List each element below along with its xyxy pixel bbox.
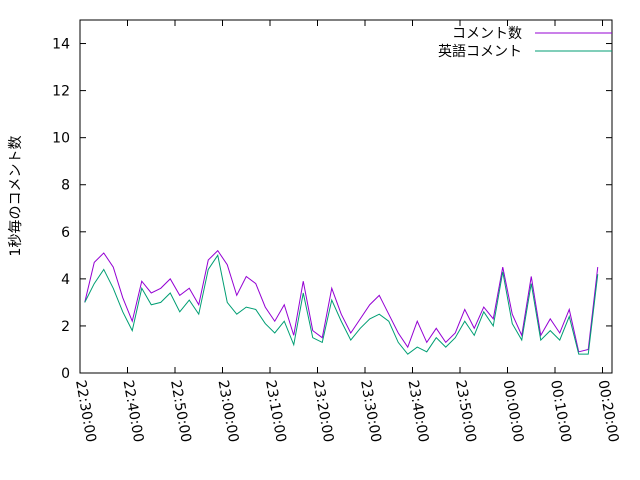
x-tick-label: 00:10:00 xyxy=(547,379,574,444)
y-tick-label: 0 xyxy=(61,366,70,382)
x-tick-label: 23:10:00 xyxy=(262,379,289,444)
x-tick-label: 23:00:00 xyxy=(215,379,242,444)
x-tick-label: 22:30:00 xyxy=(72,379,99,444)
y-axis-label: 1秒毎のコメント数 xyxy=(8,136,24,257)
x-tick-label: 22:40:00 xyxy=(120,379,147,444)
data-line xyxy=(84,249,599,353)
x-tick-label: 00:20:00 xyxy=(595,379,622,444)
y-tick-label: 14 xyxy=(52,37,70,53)
x-tick-label: 22:50:00 xyxy=(167,379,194,444)
legend-label: コメント数 xyxy=(452,26,522,42)
x-tick-label: 23:50:00 xyxy=(452,379,479,444)
y-tick-label: 12 xyxy=(52,84,70,100)
y-tick-label: 8 xyxy=(61,178,70,194)
data-line xyxy=(84,254,599,355)
y-tick-label: 4 xyxy=(61,272,70,288)
y-tick-label: 6 xyxy=(61,225,70,241)
y-tick-label: 2 xyxy=(61,319,70,335)
legend-label: 英語コメント xyxy=(438,43,522,60)
x-tick-label: 00:00:00 xyxy=(500,379,527,444)
x-tick-label: 23:30:00 xyxy=(357,379,384,444)
x-tick-label: 23:40:00 xyxy=(405,379,432,444)
x-tick-label: 23:20:00 xyxy=(310,379,337,444)
y-tick-label: 10 xyxy=(52,131,70,147)
plot-frame xyxy=(79,19,613,374)
